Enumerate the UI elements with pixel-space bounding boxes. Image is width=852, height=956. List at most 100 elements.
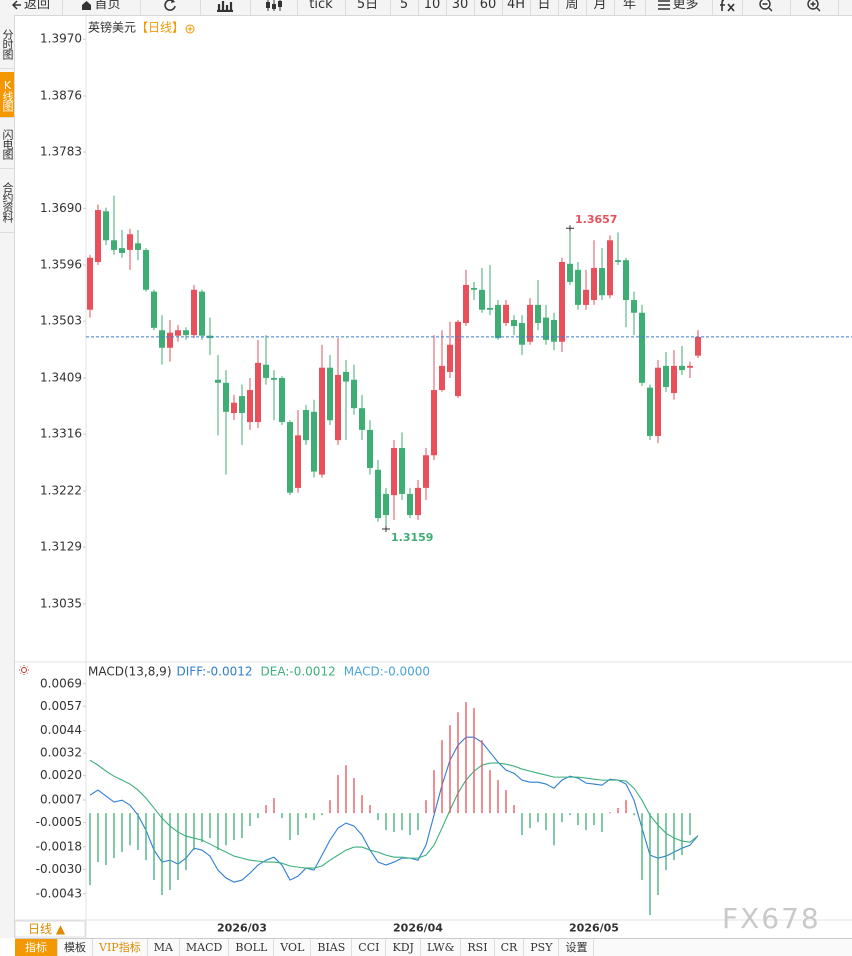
period-tab-bg[interactable] — [14, 920, 86, 938]
candle-body — [487, 307, 493, 310]
indicator-tab[interactable]: CR — [495, 939, 525, 956]
y-tick-label: 0.0044 — [40, 723, 82, 737]
candle-body — [671, 365, 677, 394]
indicator-tab[interactable]: BOLL — [229, 939, 275, 956]
period-button[interactable]: 年 — [614, 0, 646, 15]
chart-title: 英镑美元 — [88, 20, 136, 35]
extreme-label: 1.3159 — [391, 531, 433, 544]
candle-body — [295, 435, 301, 488]
candle-body — [119, 248, 125, 253]
indicator-tab[interactable]: KDJ — [386, 939, 421, 956]
candle-body — [303, 409, 309, 441]
candle-body — [103, 211, 109, 241]
candle-body — [615, 260, 621, 263]
home-button[interactable]: 首页 — [62, 0, 141, 15]
indicator-tab[interactable]: VOL — [274, 939, 312, 956]
candle-body — [167, 332, 173, 348]
candle-body — [639, 312, 645, 383]
candle-body — [503, 304, 509, 324]
sidebar-tab[interactable]: 分时图 — [0, 20, 14, 69]
more-button[interactable]: 更多 — [645, 0, 713, 15]
candle-body — [695, 336, 701, 356]
candle-body — [111, 240, 117, 250]
indicator-line — [89, 736, 699, 883]
indicator-tab[interactable]: 模板 — [58, 939, 93, 956]
candle-body — [311, 411, 317, 472]
macd-icon[interactable] — [19, 665, 29, 675]
indicator-tab[interactable]: BIAS — [311, 939, 353, 956]
y-tick-label: 0.0069 — [40, 676, 82, 690]
candle-body — [231, 402, 237, 413]
candle-type-button[interactable] — [200, 0, 251, 15]
watermark: FX678 — [722, 902, 821, 935]
candle-body — [151, 291, 157, 328]
candle-body — [287, 422, 293, 493]
indicator-tab[interactable]: RSI — [461, 939, 495, 956]
candle-body — [215, 379, 221, 383]
candle-body — [519, 323, 525, 345]
period-button[interactable]: 4H — [502, 0, 531, 15]
y-tick-label: -0.0018 — [36, 839, 82, 853]
icon-part — [187, 26, 193, 32]
y-tick-label: -0.0005 — [36, 815, 82, 829]
period-button[interactable]: 5日 — [345, 0, 391, 15]
indicator-tab[interactable]: CCI — [352, 939, 387, 956]
y-tick-label: 1.3690 — [40, 201, 82, 215]
candle-body — [423, 455, 429, 488]
period-button[interactable]: 60 — [474, 0, 503, 15]
indicator-tab[interactable]: MA — [148, 939, 180, 956]
candle-body — [127, 234, 133, 250]
period-button[interactable]: 日 — [530, 0, 559, 15]
y-tick-label: 0.0032 — [40, 746, 82, 760]
candle-body — [223, 382, 229, 412]
icon — [265, 0, 282, 11]
candle-body — [535, 304, 541, 324]
y-tick-label: -0.0043 — [36, 886, 82, 900]
icon — [759, 0, 773, 12]
y-tick-label: 1.3503 — [40, 314, 82, 328]
candle-body — [575, 269, 581, 305]
period-button[interactable]: 30 — [446, 0, 475, 15]
period-button[interactable]: 5 — [390, 0, 419, 15]
sidebar-tab[interactable]: K线图 — [0, 72, 14, 118]
candle-body — [679, 365, 685, 371]
x-tick-label: 2026/03 — [217, 922, 267, 935]
period-button[interactable]: 10 — [418, 0, 447, 15]
candle-body — [279, 377, 285, 423]
indicator-tab[interactable]: VIP指标 — [93, 939, 148, 956]
add-symbol-icon[interactable] — [185, 24, 195, 34]
formula-button[interactable] — [712, 0, 743, 15]
period-tab[interactable]: 日线 ▲ — [28, 922, 66, 936]
legend-readout: DIFF:-0.0012 — [177, 665, 253, 679]
candle-body — [527, 304, 533, 342]
icon — [720, 0, 735, 12]
candle-body — [647, 387, 653, 436]
indicator-tab[interactable]: PSY — [524, 939, 560, 956]
period-button[interactable]: 月 — [586, 0, 615, 15]
indicator-tab[interactable]: LW& — [421, 939, 462, 956]
candle-body — [623, 260, 629, 301]
candle-body — [591, 268, 597, 301]
indicator-tab[interactable]: 设置 — [559, 939, 595, 956]
indicator-tab[interactable]: 指标 — [15, 939, 58, 956]
zoom-in-button[interactable] — [790, 0, 839, 15]
indicator-type-button[interactable] — [250, 0, 298, 15]
sidebar-tab[interactable]: 合约资料 — [0, 172, 14, 233]
x-tick-label: 2026/05 — [569, 922, 619, 935]
y-tick-label: 1.3596 — [40, 258, 82, 272]
sidebar-tab[interactable]: 闪电图 — [0, 120, 14, 169]
indicator-tab[interactable]: MACD — [180, 939, 230, 956]
period-button[interactable]: 周 — [558, 0, 587, 15]
back-button[interactable]: 返回 — [0, 0, 63, 15]
tick-button[interactable]: tick — [297, 0, 346, 15]
zoom-out-button[interactable] — [742, 0, 791, 15]
candle-body — [143, 249, 149, 290]
indicator-line — [89, 759, 699, 869]
refresh-button[interactable] — [140, 0, 201, 15]
candle-body — [343, 371, 349, 382]
chart-subtitle: 【日线】 — [136, 21, 184, 35]
candle-body — [87, 257, 93, 310]
indicator-title: MACD(13,8,9) — [88, 665, 172, 679]
